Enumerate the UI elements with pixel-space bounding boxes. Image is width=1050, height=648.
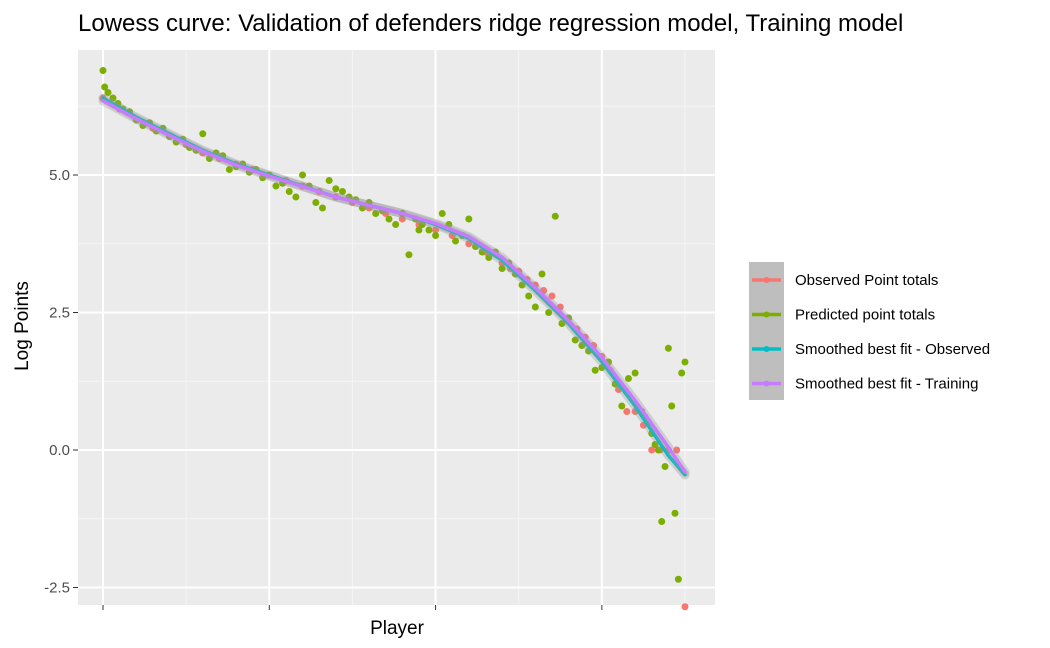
x-axis-title: Player	[370, 618, 425, 639]
data-point	[432, 232, 440, 239]
data-point	[661, 463, 669, 470]
y-tick-label: 2.5	[49, 305, 70, 322]
data-point	[671, 509, 679, 517]
legend-key-point	[763, 346, 770, 352]
data-point	[225, 166, 233, 173]
legend: Observed Point totals Predicted point tot…	[749, 262, 990, 400]
chart-title: Lowess curve: Validation of defenders ri…	[78, 10, 903, 37]
data-point	[618, 402, 626, 410]
data-point	[465, 215, 473, 223]
legend-label: Smoothed best fit - Training	[795, 376, 978, 393]
data-point	[558, 320, 566, 327]
data-point	[623, 408, 631, 415]
data-point	[292, 193, 300, 201]
plot-series	[98, 67, 690, 611]
legend-label: Predicted point totals	[795, 307, 935, 324]
data-point	[651, 441, 659, 448]
data-point	[591, 366, 599, 374]
data-point	[338, 188, 346, 195]
grid	[78, 50, 715, 605]
data-point	[551, 212, 559, 220]
data-point	[318, 204, 326, 212]
data-point	[538, 270, 546, 278]
data-point	[332, 185, 340, 193]
legend-label: Observed Point totals	[795, 272, 938, 289]
data-point	[405, 251, 413, 259]
data-point	[285, 188, 293, 195]
legend-key-background	[749, 262, 784, 400]
data-point	[109, 94, 117, 102]
legend-key-point	[763, 277, 770, 283]
data-point	[485, 254, 493, 261]
data-point	[681, 603, 689, 611]
data-point	[312, 199, 320, 206]
data-point	[392, 221, 400, 228]
legend-key-point	[763, 311, 770, 318]
data-point	[548, 292, 556, 300]
data-point	[498, 265, 506, 272]
data-point	[415, 226, 423, 234]
data-point	[678, 369, 686, 377]
data-point	[518, 281, 526, 289]
data-point	[664, 344, 672, 352]
data-point	[104, 89, 112, 96]
data-point	[425, 226, 433, 234]
data-point	[398, 215, 406, 223]
data-point	[673, 446, 681, 454]
data-point	[631, 369, 639, 377]
data-point	[272, 182, 280, 190]
legend-key-point	[763, 380, 770, 387]
y-tick-label: 0.0	[49, 442, 70, 459]
legend-label: Smoothed best fit - Observed	[795, 341, 990, 358]
series-3	[98, 96, 690, 477]
data-point	[372, 210, 380, 217]
data-point	[648, 446, 656, 454]
data-point	[578, 342, 586, 349]
data-point	[325, 177, 333, 184]
y-tick-label: -2.5	[44, 580, 70, 597]
data-point	[571, 336, 579, 344]
data-point	[624, 375, 632, 382]
data-point	[668, 402, 676, 410]
data-point	[545, 309, 553, 316]
y-axis-title: Log Points	[12, 281, 33, 371]
data-point	[681, 358, 689, 366]
data-point	[205, 155, 213, 162]
data-point	[418, 221, 426, 228]
smooth-line	[101, 99, 687, 474]
data-point	[452, 237, 460, 245]
data-point	[299, 171, 307, 179]
data-point	[658, 518, 666, 525]
data-point	[438, 210, 446, 217]
data-point	[385, 215, 393, 223]
data-point	[358, 204, 366, 212]
data-point	[525, 292, 533, 300]
data-point	[432, 226, 440, 234]
axes: 5.0 2.5 0.0 -2.5	[44, 167, 603, 610]
data-point	[654, 446, 662, 454]
data-point	[101, 83, 109, 91]
data-point	[531, 303, 539, 311]
data-point	[99, 67, 107, 74]
data-point	[465, 240, 473, 248]
y-tick-label: 5.0	[49, 167, 70, 184]
data-point	[199, 130, 207, 138]
data-point	[674, 575, 682, 583]
